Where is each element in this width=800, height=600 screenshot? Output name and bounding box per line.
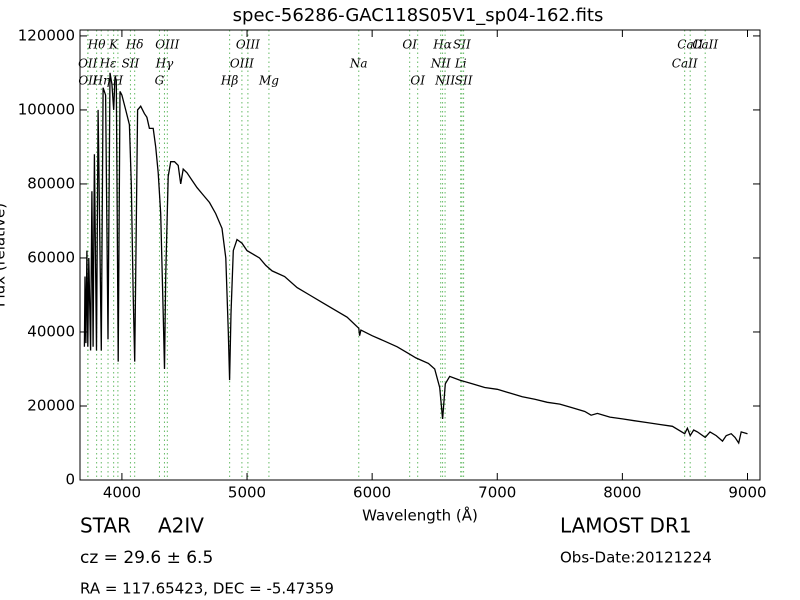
x-tick-label: 4000 — [103, 484, 141, 502]
y-tick-label: 120000 — [18, 26, 75, 44]
annotation-label: Mg — [258, 74, 279, 88]
x-tick-label: 7000 — [478, 484, 516, 502]
annotation-label: OIII — [236, 38, 260, 52]
annotation-label: CaII — [692, 38, 718, 52]
plot-frame — [79, 29, 761, 481]
annotation-label: NII — [434, 74, 455, 88]
survey: LAMOST DR1 — [560, 514, 692, 538]
y-tick-label: 80000 — [27, 174, 75, 192]
x-tick-label: 8000 — [603, 484, 641, 502]
coordinates: RA = 117.65423, DEC = -5.47359 — [80, 580, 334, 598]
annotation-label: OI — [402, 38, 417, 52]
y-tick-label: 0 — [65, 471, 75, 489]
annotation-label: SII — [122, 57, 140, 71]
annotation-label: Li — [454, 57, 467, 71]
annotation-label: NII — [430, 57, 451, 71]
annotation-label: OII — [78, 57, 98, 71]
y-tick-label: 60000 — [27, 248, 75, 266]
subclass: A2IV — [158, 514, 204, 538]
y-tick-label: 40000 — [27, 322, 75, 340]
annotation-label: G — [155, 74, 165, 88]
y-tick-label: 20000 — [27, 396, 75, 414]
redshift: cz = 29.6 ± 6.5 — [80, 548, 213, 568]
annotation-label: OIII — [155, 38, 179, 52]
x-axis-label: Wavelength (Å) — [362, 506, 478, 525]
object-class: STAR — [80, 514, 131, 538]
annotation-label: OII — [78, 74, 98, 88]
annotation-label: SII — [455, 74, 473, 88]
obs-date: Obs-Date:20121224 — [560, 549, 712, 567]
annotation-label: CaII — [672, 57, 698, 71]
annotation-label: CaII — [677, 38, 703, 52]
annotation-label: OI — [410, 74, 425, 88]
x-tick-label: 6000 — [353, 484, 391, 502]
annotation-label: Hγ — [155, 57, 174, 71]
y-axis-label: Flux (relative) — [0, 203, 9, 307]
annotation-label: SII — [453, 38, 471, 52]
x-tick-label: 9000 — [728, 484, 766, 502]
annotation-label: OIII — [230, 57, 254, 71]
spectrum-line — [83, 72, 748, 445]
annotation-label: Na — [349, 57, 368, 71]
annotation-label: Hδ — [125, 38, 144, 52]
annotation-label: Hθ — [87, 38, 106, 52]
annotation-label: Hε — [99, 57, 117, 71]
chart-title: spec-56286-GAC118S05V1_sp04-162.fits — [233, 5, 604, 26]
annotation-label: Hη — [91, 74, 110, 88]
annotation-label: K — [108, 38, 119, 52]
annotation-label: Hβ — [220, 74, 238, 88]
annotation-label: H — [112, 74, 124, 88]
x-tick-label: 5000 — [228, 484, 266, 502]
y-tick-label: 100000 — [18, 100, 75, 118]
annotation-label: Hα — [432, 38, 452, 52]
